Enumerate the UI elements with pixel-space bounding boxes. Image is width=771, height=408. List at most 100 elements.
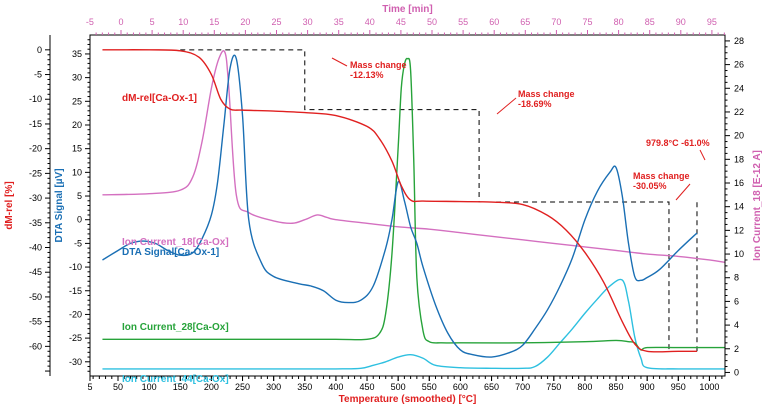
dta-tick-label: 0 — [77, 215, 82, 225]
ion-tick-label: 18 — [734, 154, 744, 164]
x-tick-label: 900 — [640, 382, 655, 392]
annotation-text: -30.05% — [633, 181, 667, 191]
dta-tick-label: -10 — [69, 262, 82, 272]
time-tick-label: 0 — [118, 17, 123, 27]
x-tick-label: 650 — [484, 382, 499, 392]
legend-label: Ion Current_44[Ca-Ox] — [122, 374, 229, 385]
series-line-ion-current-28-ca-ox — [102, 57, 725, 351]
time-tick-label: 40 — [365, 17, 375, 27]
dm-tick-label: -35 — [29, 218, 42, 228]
time-tick-label: 95 — [707, 17, 717, 27]
x-tick-label: 200 — [204, 382, 219, 392]
ion-axis-title: Ion Current_18 [E-12 A] — [752, 150, 763, 261]
dm-tick-label: -20 — [29, 144, 42, 154]
time-tick-label: 15 — [209, 17, 219, 27]
legend-label: dM-rel[Ca-Ox-1] — [122, 93, 197, 104]
x-tick-label: 600 — [453, 382, 468, 392]
ion-tick-label: 26 — [734, 60, 744, 70]
dm-tick-label: -25 — [29, 168, 42, 178]
dm-tick-label: 0 — [37, 45, 42, 55]
dta-axis-title: DTA Signal [µV] — [54, 168, 65, 242]
ion-tick-label: 14 — [734, 202, 744, 212]
series-line-ion-current-44-ca-ox — [102, 278, 726, 370]
ion-tick-label: 22 — [734, 107, 744, 117]
time-axis-title: Time [min] — [382, 4, 432, 15]
dta-tick-label: 30 — [72, 73, 82, 83]
series-line-dm-rel-ca-ox-1 — [102, 49, 697, 353]
annotation-text: Mass change — [633, 171, 690, 181]
x-tick-label: 100 — [142, 382, 157, 392]
x-tick-label: 750 — [546, 382, 561, 392]
time-tick-label: 10 — [178, 17, 188, 27]
series-line-ion-current-18-ca-ox — [102, 50, 726, 264]
dm-tick-label: -10 — [29, 94, 42, 104]
time-tick-label: 50 — [427, 17, 437, 27]
x-tick-label: 950 — [671, 382, 686, 392]
mass-change-guide-0 — [180, 49, 670, 352]
x-axis-title: Temperature (smoothed) [°C] — [339, 394, 477, 405]
dm-tick-label: -50 — [29, 292, 42, 302]
dm-tick-label: -45 — [29, 267, 42, 277]
legend-label: DTA Signal[Ca-Ox-1] — [122, 247, 219, 258]
annotation-leader — [496, 97, 517, 115]
x-tick-label: 550 — [422, 382, 437, 392]
ion-tick-label: 8 — [734, 273, 739, 283]
time-tick-label: 55 — [458, 17, 468, 27]
ion-tick-label: 10 — [734, 249, 744, 259]
annotation-text: Mass change — [350, 60, 407, 70]
dta-tick-label: 15 — [72, 144, 82, 154]
x-tick-label: 300 — [266, 382, 281, 392]
x-tick-label: 850 — [609, 382, 624, 392]
time-tick-label: 45 — [396, 17, 406, 27]
x-tick-label: 250 — [235, 382, 250, 392]
dm-tick-label: -15 — [29, 119, 42, 129]
x-tick-label: 1000 — [699, 382, 719, 392]
time-tick-label: 90 — [676, 17, 686, 27]
x-tick-label: 50 — [113, 382, 123, 392]
ion-tick-label: 16 — [734, 178, 744, 188]
x-tick-label: 350 — [297, 382, 312, 392]
series-line-dta-signal-ca-ox-1 — [102, 54, 698, 358]
dm-tick-label: -60 — [29, 341, 42, 351]
time-tick-label: 25 — [271, 17, 281, 27]
annotation-leader — [331, 57, 348, 67]
time-tick-label: 20 — [240, 17, 250, 27]
annotation-text: -18.69% — [518, 99, 552, 109]
ion-tick-label: 12 — [734, 225, 744, 235]
time-tick-label: 35 — [334, 17, 344, 27]
time-tick-label: 30 — [303, 17, 313, 27]
time-tick-label: 85 — [645, 17, 655, 27]
time-tick-label: 5 — [150, 17, 155, 27]
axes-layer — [45, 30, 730, 381]
dta-tick-label: 5 — [77, 191, 82, 201]
dm-tick-label: -30 — [29, 193, 42, 203]
ion-tick-label: 4 — [734, 320, 739, 330]
ion-tick-label: 6 — [734, 296, 739, 306]
x-tick-label: 700 — [515, 382, 530, 392]
dm-tick-label: -55 — [29, 317, 42, 327]
time-tick-label: 65 — [520, 17, 530, 27]
dta-tick-label: 20 — [72, 120, 82, 130]
x-tick-label: 150 — [173, 382, 188, 392]
ion-tick-label: 2 — [734, 344, 739, 354]
time-tick-label: 70 — [551, 17, 561, 27]
x-tick-label: 400 — [328, 382, 343, 392]
dm-axis-title: dM-rel [%] — [4, 181, 15, 229]
ion-tick-label: 28 — [734, 36, 744, 46]
dta-tick-label: -15 — [69, 286, 82, 296]
series-layer — [102, 49, 726, 370]
time-tick-label: 80 — [614, 17, 624, 27]
x-tick-label: 800 — [577, 382, 592, 392]
x-tick-label: 5 — [87, 382, 92, 392]
time-tick-label: 60 — [489, 17, 499, 27]
dta-tick-label: 35 — [72, 49, 82, 59]
ion-tick-label: 20 — [734, 131, 744, 141]
dta-tick-label: -20 — [69, 309, 82, 319]
legend-label: Ion Current_28[Ca-Ox] — [122, 322, 229, 333]
ion-tick-label: 0 — [734, 367, 739, 377]
time-tick-label: -5 — [86, 17, 94, 27]
dta-tick-label: -30 — [69, 357, 82, 367]
text-layer: 5 50 100 150 200 250 300 350 400 450 500 550 600 650 7… — [4, 4, 763, 405]
mass-change-guides — [180, 49, 706, 352]
